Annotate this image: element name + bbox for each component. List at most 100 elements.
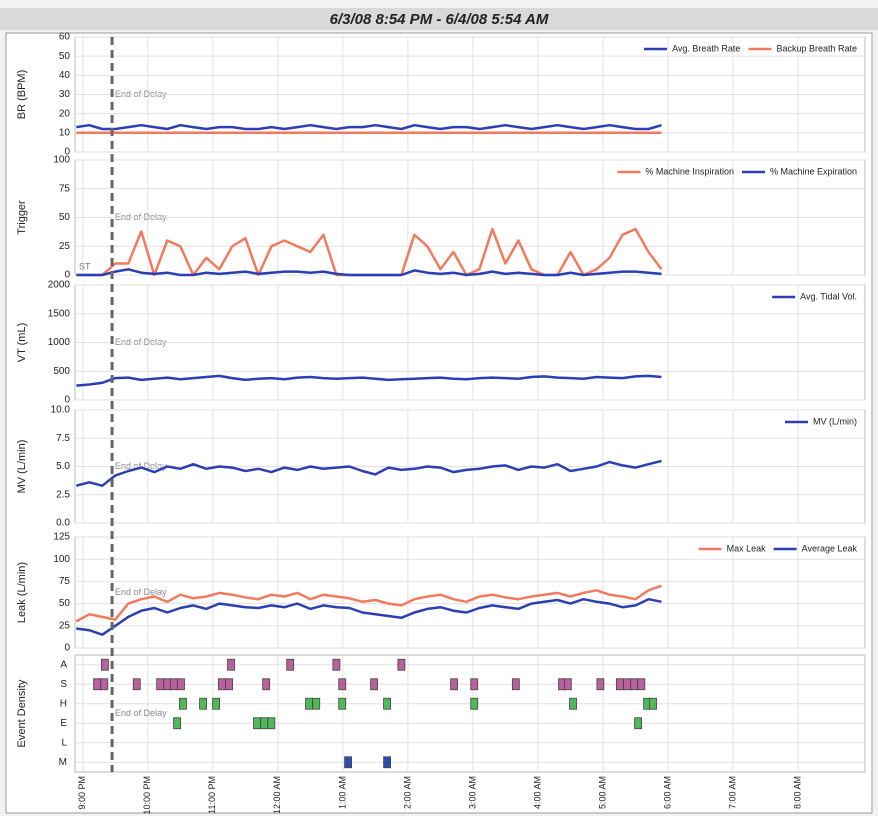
event-marker	[253, 717, 261, 730]
event-marker	[199, 697, 207, 710]
event-marker	[615, 678, 624, 691]
x-tick-label: 12:00 AM	[272, 776, 282, 814]
event-marker	[225, 678, 233, 691]
event-marker	[305, 697, 313, 710]
y-tick-label: 40	[59, 70, 71, 81]
event-marker	[267, 717, 276, 730]
y-tick-label: 10.0	[51, 405, 71, 416]
delay-label: End of Delay	[115, 461, 167, 471]
event-marker	[100, 678, 109, 691]
y-tick-label: 1500	[48, 308, 71, 319]
event-marker	[630, 678, 639, 691]
event-marker	[397, 658, 406, 671]
y-axis-label: Event Density	[16, 679, 28, 747]
y-tick-label: 1000	[48, 337, 71, 348]
y-tick-label: 100	[53, 554, 70, 565]
row-label: L	[61, 737, 67, 748]
series-line	[76, 268, 662, 277]
delay-label: End of Delay	[115, 708, 167, 718]
y-tick-label: 75	[59, 183, 71, 194]
y-tick-label: 125	[53, 532, 70, 543]
event-marker	[93, 678, 102, 691]
y-tick-label: 25	[59, 620, 71, 631]
event-marker	[344, 756, 352, 769]
event-marker	[101, 658, 109, 671]
event-marker	[179, 697, 187, 710]
x-tick-label: 3:00 AM	[467, 776, 477, 809]
event-marker	[132, 678, 141, 691]
event-marker	[177, 678, 185, 691]
event-marker	[649, 697, 657, 710]
x-tick-label: 4:00 AM	[532, 776, 542, 809]
y-axis-label: Leak (L/min)	[16, 562, 28, 623]
x-tick-label: 8:00 AM	[792, 776, 802, 809]
x-tick-label: 11:00 PM	[207, 776, 217, 814]
legend-label: Backup Breath Rate	[776, 43, 857, 53]
title: 6/3/08 8:54 PM - 6/4/08 5:54 AM	[330, 11, 549, 28]
event-marker	[370, 678, 378, 691]
y-tick-label: 7.5	[56, 433, 70, 444]
panel	[74, 654, 866, 773]
event-marker	[169, 678, 178, 691]
y-axis-label: MV (L/min)	[16, 440, 28, 494]
series-line	[76, 597, 662, 636]
event-marker	[156, 678, 165, 691]
event-marker	[637, 678, 646, 691]
x-tick-label: 10:00 PM	[142, 776, 152, 815]
y-tick-label: 50	[59, 212, 71, 223]
event-marker	[286, 658, 295, 671]
y-tick-label: 50	[59, 598, 71, 609]
event-marker	[511, 678, 520, 691]
legend-label: Avg. Breath Rate	[672, 43, 740, 53]
row-label: H	[60, 698, 67, 709]
legend-label: % Machine Expiration	[770, 166, 857, 176]
delay-label: End of Delay	[115, 337, 167, 347]
series-line	[75, 459, 662, 487]
event-marker	[260, 717, 269, 730]
x-tick-label: 7:00 AM	[727, 776, 737, 809]
series-line	[76, 374, 662, 387]
x-tick-label: 9:00 PM	[77, 776, 87, 810]
y-tick-label: 60	[59, 32, 71, 43]
y-tick-label: 0	[64, 147, 70, 158]
y-tick-label: 10	[59, 127, 71, 138]
event-marker	[338, 697, 347, 710]
event-marker	[218, 678, 226, 691]
row-label: S	[60, 679, 67, 690]
annotation: ST	[79, 261, 91, 271]
legend-label: Avg. Tidal Vol.	[800, 291, 857, 301]
row-label: M	[59, 757, 67, 768]
y-tick-label: 0	[64, 395, 70, 406]
y-axis-label: VT (mL)	[16, 323, 28, 363]
x-tick-label: 6:00 AM	[662, 776, 672, 809]
row-label: E	[60, 718, 67, 729]
y-tick-label: 0.0	[56, 518, 70, 529]
event-marker	[470, 678, 479, 691]
y-tick-label: 25	[59, 241, 71, 252]
x-tick-label: 1:00 AM	[337, 776, 347, 809]
event-marker	[332, 658, 341, 671]
legend-label: Average Leak	[802, 543, 858, 553]
event-marker	[212, 697, 220, 710]
event-marker	[312, 697, 321, 710]
event-marker	[173, 717, 181, 730]
delay-label: End of Delay	[115, 587, 167, 597]
y-axis-label: Trigger	[16, 200, 28, 235]
event-marker	[163, 678, 172, 691]
legend-label: Max Leak	[727, 543, 767, 553]
legend-label: MV (L/min)	[813, 416, 857, 426]
event-marker	[383, 756, 391, 769]
y-tick-label: 50	[59, 51, 71, 62]
event-marker	[569, 697, 577, 710]
y-tick-label: 20	[59, 108, 71, 119]
series-line	[75, 584, 662, 623]
y-tick-label: 0	[64, 270, 70, 281]
event-marker	[450, 678, 458, 691]
row-label: A	[60, 659, 67, 670]
title-bar	[0, 8, 878, 30]
y-axis-label: BR (BPM)	[16, 70, 28, 120]
x-tick-label: 2:00 AM	[402, 776, 412, 809]
delay-label: End of Delay	[115, 89, 167, 99]
event-marker	[470, 697, 479, 710]
